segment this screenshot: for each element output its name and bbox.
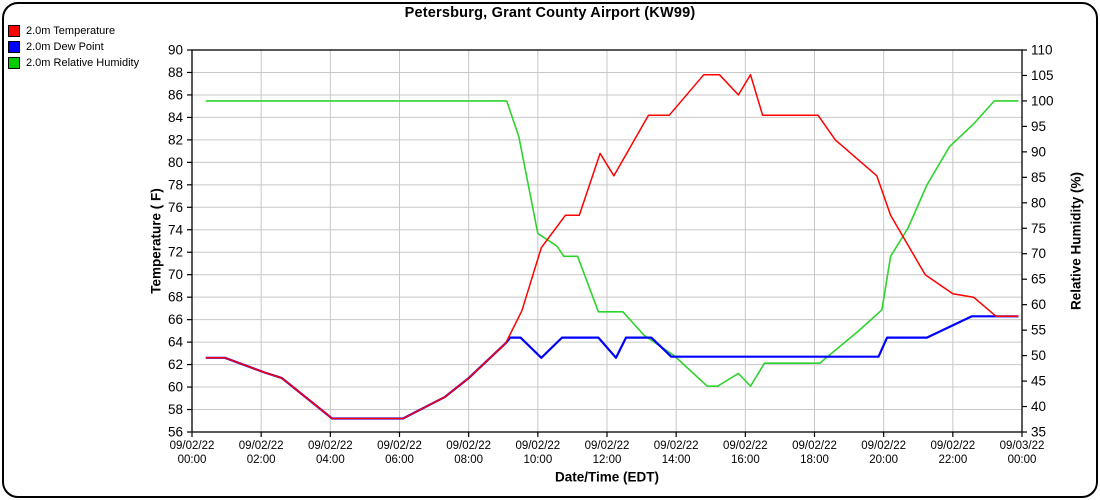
x-tick-label-time: 10:00 [523,454,552,466]
x-tick-label-time: 12:00 [593,454,622,466]
x-tick-label-time: 00:00 [178,454,207,466]
y-right-tick-label: 100 [1031,93,1054,108]
y-left-tick-label: 70 [168,267,183,282]
y-right-tick-label: 60 [1031,297,1046,312]
x-tick-label-date: 09/02/22 [930,440,975,452]
y-left-tick-label: 76 [168,200,183,215]
legend-item-relative-humidity: 2.0m Relative Humidity [8,55,139,71]
series-line-2-0m-relative-humidity [205,100,1019,388]
temperature-swatch-icon [8,25,20,37]
y-left-tick-label: 60 [168,380,183,395]
y-right-tick-label: 70 [1031,246,1046,261]
x-tick-label-time: 22:00 [938,454,967,466]
y-right-tick-label: 80 [1031,195,1046,210]
y-left-tick-label: 74 [168,222,184,237]
dew-point-swatch-icon [8,41,20,53]
y-left-tick-label: 68 [168,290,183,305]
y-right-tick-label: 50 [1031,348,1046,363]
y-left-tick-label: 64 [168,335,184,350]
y-right-tick-label: 105 [1031,68,1054,83]
relative-humidity-swatch-icon [8,57,20,69]
y-left-tick-label: 58 [168,402,183,417]
y-right-tick-label: 110 [1031,43,1053,58]
legend-label-relative-humidity: 2.0m Relative Humidity [26,57,140,69]
x-tick-label-date: 09/02/22 [792,440,837,452]
y-left-tick-label: 56 [168,425,183,440]
x-tick-label-date: 09/02/22 [654,440,699,452]
x-tick-label-time: 20:00 [869,454,898,466]
y-right-tick-label: 55 [1031,323,1046,338]
x-tick-label-date: 09/02/22 [861,440,906,452]
x-tick-label-date: 09/02/22 [585,440,630,452]
y-right-tick-label: 75 [1031,221,1046,236]
y-right-tick-label: 95 [1031,119,1046,134]
legend-item-temperature: 2.0m Temperature [8,23,139,39]
x-tick-label-date: 09/02/22 [723,440,768,452]
y-left-tick-label: 88 [168,65,183,80]
x-tick-label-date: 09/02/22 [170,440,215,452]
x-tick-label-time: 00:00 [1008,454,1037,466]
y-left-tick-label: 84 [168,110,184,125]
y-left-tick-label: 72 [168,245,183,260]
x-tick-label-time: 16:00 [731,454,760,466]
series-line-2-0m-dew-point [205,315,1019,420]
x-tick-label-time: 04:00 [316,454,345,466]
legend-label-dew-point: 2.0m Dew Point [26,41,104,53]
y-left-tick-label: 82 [168,132,183,147]
y-left-tick-label: 62 [168,357,183,372]
y-left-tick-label: 66 [168,312,183,327]
legend: 2.0m Temperature 2.0m Dew Point 2.0m Rel… [8,23,139,71]
x-tick-label-date: 09/02/22 [515,440,560,452]
x-tick-label-time: 18:00 [800,454,829,466]
y-right-tick-label: 40 [1031,399,1046,414]
y-left-tick-label: 80 [168,155,183,170]
x-tick-label-date: 09/03/22 [1000,440,1045,452]
chart-title: Petersburg, Grant County Airport (KW99) [404,5,696,21]
y-right-tick-label: 35 [1031,425,1046,440]
x-tick-label-date: 09/02/22 [446,440,491,452]
x-tick-label-date: 09/02/22 [308,440,353,452]
plot-frame [191,49,1023,433]
y-left-tick-label: 78 [168,177,183,192]
x-tick-label-time: 02:00 [247,454,276,466]
y-right-tick-label: 65 [1031,272,1046,287]
legend-item-dew-point: 2.0m Dew Point [8,39,139,55]
y-left-tick-label: 90 [168,43,183,58]
x-tick-label-time: 14:00 [662,454,691,466]
x-tick-label-time: 08:00 [454,454,483,466]
legend-label-temperature: 2.0m Temperature [26,25,116,37]
y-right-tick-label: 45 [1031,374,1046,389]
x-axis-label: Date/Time (EDT) [554,469,660,485]
x-tick-label-date: 09/02/22 [377,440,422,452]
x-tick-label-date: 09/02/22 [239,440,284,452]
y-right-tick-label: 85 [1031,170,1046,185]
y-right-tick-label: 90 [1031,144,1046,159]
y-left-tick-label: 86 [168,87,183,102]
x-tick-label-time: 06:00 [385,454,414,466]
series-line-2-0m-temperature [205,73,1019,420]
